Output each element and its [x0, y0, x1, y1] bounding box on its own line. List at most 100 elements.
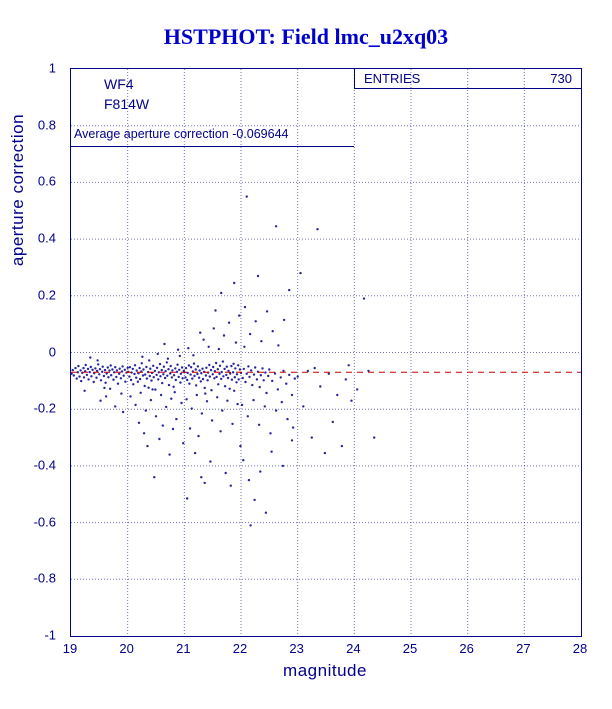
data-point — [189, 373, 192, 376]
data-point — [234, 367, 237, 370]
data-point — [170, 376, 174, 379]
data-point — [191, 377, 194, 380]
data-point — [210, 389, 213, 392]
data-point — [104, 395, 108, 398]
data-point — [94, 367, 97, 370]
data-point — [247, 478, 251, 482]
data-point — [190, 407, 193, 410]
data-point — [243, 345, 246, 348]
data-point — [245, 195, 248, 198]
data-point — [109, 364, 112, 367]
data-point — [280, 400, 283, 404]
data-point — [168, 453, 171, 456]
data-point — [199, 331, 202, 334]
data-point — [118, 372, 121, 375]
data-point — [267, 374, 270, 378]
data-point — [231, 422, 234, 426]
data-point — [188, 382, 191, 385]
data-point — [89, 356, 92, 359]
data-point — [170, 397, 173, 400]
data-point — [226, 376, 230, 380]
data-point — [133, 364, 137, 367]
data-point — [141, 374, 145, 377]
data-point — [166, 374, 169, 377]
data-point — [172, 385, 175, 388]
data-point — [91, 368, 94, 371]
data-point — [71, 368, 74, 372]
data-point — [233, 376, 236, 379]
data-point — [212, 327, 215, 330]
data-point — [120, 370, 124, 373]
data-point — [119, 377, 123, 380]
data-point — [118, 367, 121, 370]
data-point — [218, 364, 222, 367]
data-point — [189, 366, 193, 369]
data-point — [104, 381, 107, 384]
data-point — [356, 388, 359, 391]
data-point — [282, 369, 285, 373]
data-point — [233, 389, 236, 392]
y-tick-label: 0.4 — [37, 230, 56, 246]
data-point — [153, 476, 156, 479]
data-point — [175, 370, 179, 373]
data-point — [150, 379, 153, 382]
data-point — [209, 460, 212, 463]
data-point — [240, 403, 244, 407]
data-point — [233, 281, 236, 285]
data-point — [237, 378, 240, 381]
data-point — [222, 375, 225, 378]
data-point — [293, 377, 296, 380]
data-point — [242, 459, 245, 462]
data-point — [196, 372, 199, 376]
x-axis-ticks: 19 20 21 22 23 24 25 26 27 28 — [63, 641, 587, 657]
data-point — [373, 436, 376, 439]
data-point — [313, 366, 316, 370]
data-point — [173, 391, 176, 394]
data-point — [302, 405, 305, 408]
data-point — [197, 376, 201, 379]
data-point — [128, 375, 131, 378]
data-point — [135, 376, 138, 379]
data-point — [112, 378, 115, 381]
data-point — [154, 388, 157, 391]
data-point — [157, 371, 160, 374]
data-point — [151, 388, 154, 391]
data-point — [241, 376, 244, 380]
data-point — [198, 369, 201, 372]
data-point — [116, 382, 120, 385]
data-point — [209, 368, 213, 372]
data-point — [108, 369, 111, 372]
data-point — [79, 369, 82, 372]
data-point — [232, 362, 235, 365]
data-point — [208, 375, 211, 378]
data-point — [200, 372, 203, 375]
data-point — [197, 434, 200, 438]
data-point — [131, 367, 134, 371]
data-point — [288, 373, 291, 377]
data-point — [158, 362, 162, 366]
data-point — [142, 432, 146, 435]
x-axis-title: magnitude — [283, 661, 367, 680]
data-point — [138, 366, 141, 370]
data-point — [181, 377, 184, 380]
data-point — [188, 427, 192, 430]
data-point — [129, 378, 133, 382]
y-axis-ticks: 1 0.8 0.6 0.4 0.2 0 -0.2 -0.4 -0.6 -0.8 -1 — [0, 61, 62, 643]
data-point — [160, 368, 163, 372]
data-point — [265, 391, 268, 395]
data-point — [193, 451, 197, 455]
data-point — [103, 386, 106, 390]
x-tick-label: 21 — [176, 641, 191, 656]
data-point — [162, 373, 165, 376]
x-tick-label: 27 — [516, 641, 531, 656]
data-point — [99, 399, 102, 402]
entries-box: ENTRIES 730 — [354, 69, 581, 89]
data-point — [114, 405, 117, 408]
data-point — [72, 374, 75, 377]
data-point — [235, 381, 238, 384]
y-tick-label: 0 — [48, 344, 56, 359]
data-point — [212, 365, 215, 369]
data-point — [274, 225, 278, 228]
data-point — [163, 342, 166, 346]
data-point — [367, 369, 370, 373]
